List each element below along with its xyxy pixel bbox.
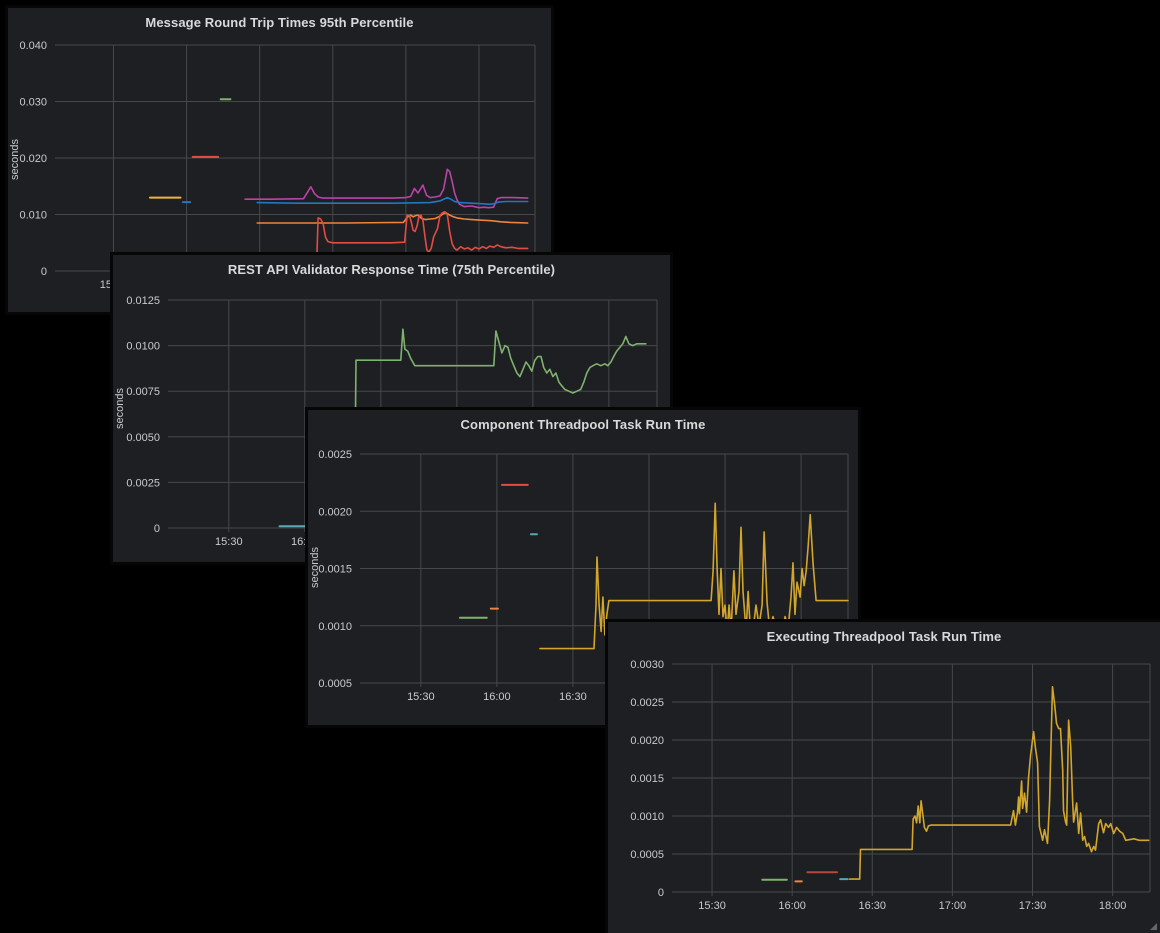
svg-text:0.0015: 0.0015 (630, 773, 664, 785)
svg-text:0.0020: 0.0020 (318, 506, 352, 518)
svg-text:0.0125: 0.0125 (126, 295, 160, 307)
line-chart[interactable]: 0 0.0005 0.0010 0.0015 0.0020 0.0025 0.0030 15:… (608, 622, 1160, 933)
svg-text:0.0025: 0.0025 (318, 449, 352, 461)
svg-text:17:00: 17:00 (939, 900, 967, 912)
svg-text:0.0005: 0.0005 (630, 849, 664, 861)
svg-text:0.0025: 0.0025 (630, 697, 664, 709)
svg-text:0: 0 (154, 523, 160, 535)
svg-text:16:00: 16:00 (778, 900, 806, 912)
svg-text:0: 0 (41, 266, 47, 278)
svg-text:0.0005: 0.0005 (318, 678, 352, 690)
svg-text:0.0020: 0.0020 (630, 735, 664, 747)
panel-title[interactable]: Component Threadpool Task Run Time (460, 417, 706, 432)
svg-text:0.0100: 0.0100 (126, 341, 160, 353)
svg-text:16:00: 16:00 (483, 691, 511, 703)
svg-text:0: 0 (658, 887, 664, 899)
svg-text:0.010: 0.010 (19, 210, 47, 222)
svg-text:15:30: 15:30 (698, 900, 726, 912)
svg-text:18:00: 18:00 (1099, 900, 1127, 912)
svg-text:17:30: 17:30 (1019, 900, 1047, 912)
svg-text:0.0075: 0.0075 (126, 386, 160, 398)
svg-text:0.020: 0.020 (19, 153, 47, 165)
panel-title[interactable]: Executing Threadpool Task Run Time (766, 629, 1002, 644)
panel-executing-threadpool-task-run-time: Executing Threadpool Task Run Time 0 0.00… (608, 622, 1160, 933)
svg-text:0.040: 0.040 (19, 40, 47, 52)
svg-text:0.0025: 0.0025 (126, 477, 160, 489)
svg-text:16:30: 16:30 (559, 691, 587, 703)
svg-text:15:30: 15:30 (215, 536, 243, 548)
resize-handle-icon[interactable] (1150, 923, 1157, 930)
svg-text:0.0010: 0.0010 (630, 811, 664, 823)
svg-text:0.0050: 0.0050 (126, 432, 160, 444)
panel-title[interactable]: Message Round Trip Times 95th Percentile (145, 15, 414, 30)
svg-text:0.0010: 0.0010 (318, 621, 352, 633)
svg-text:15:30: 15:30 (407, 691, 435, 703)
svg-text:16:30: 16:30 (859, 900, 887, 912)
svg-text:0.0030: 0.0030 (630, 659, 664, 671)
svg-text:0.0015: 0.0015 (318, 564, 352, 576)
panel-title[interactable]: REST API Validator Response Time (75th P… (227, 262, 556, 277)
svg-text:0.030: 0.030 (19, 97, 47, 109)
